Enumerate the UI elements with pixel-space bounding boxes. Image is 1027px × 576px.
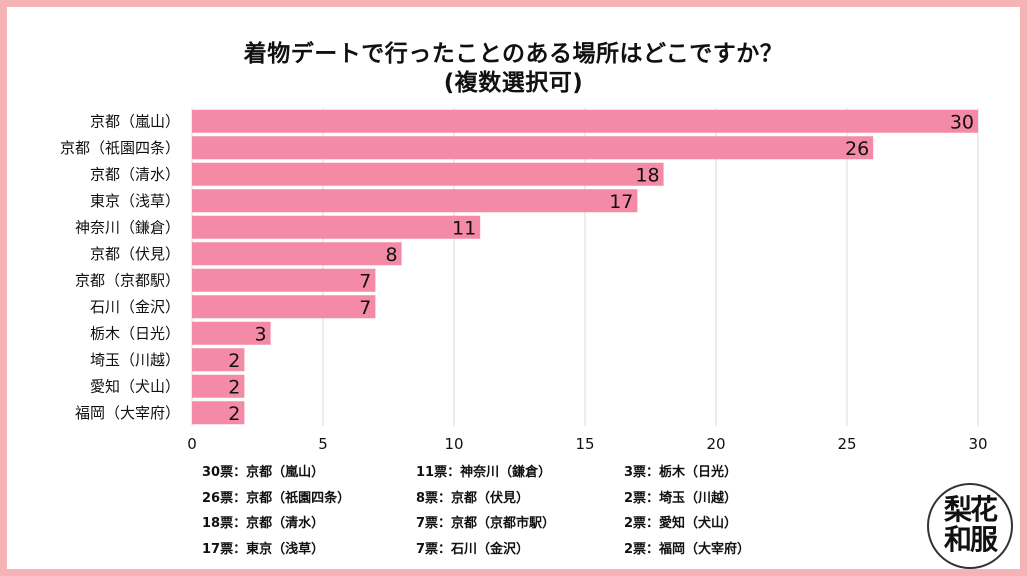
category-label-7: 京都（京都駅）	[75, 271, 180, 289]
value-label-9: 3	[255, 323, 267, 345]
category-label-3: 京都（清水）	[90, 165, 180, 183]
x-tick-label-25: 25	[837, 435, 856, 453]
chart-subtitle: (複数選択可)	[443, 70, 584, 96]
chart-title: 着物デートで行ったことのある場所はどこですか？	[243, 41, 784, 67]
bar-11	[192, 374, 245, 398]
value-label-4: 17	[609, 191, 633, 213]
rikawafuku-logo: 梨花 和服	[927, 483, 1013, 569]
bar-12	[192, 401, 245, 425]
legend-item: 26票：京都（祇園四条）	[202, 490, 351, 506]
legend-column-1: 30票：京都（嵐山） 26票：京都（祇園四条） 18票：京都（清水） 17票：東京（浅…	[202, 461, 350, 563]
x-tick-label-20: 20	[706, 435, 725, 453]
category-label-9: 栃木（日光）	[90, 324, 180, 342]
logo-text-top: 梨花	[943, 493, 998, 526]
value-label-5: 11	[452, 217, 476, 239]
x-tick-label-15: 15	[575, 435, 594, 453]
bar-5	[192, 215, 481, 239]
chart-panel: 着物デートで行ったことのある場所はどこですか？ (複数選択可) 京都（嵐山） 30…	[7, 7, 1020, 569]
x-tick-label-30: 30	[968, 435, 987, 453]
category-label-6: 京都（伏見）	[90, 245, 180, 263]
bar-7	[192, 268, 376, 292]
legend-item: 2票：福岡（大宰府）	[624, 541, 751, 557]
legend-item: 3票：栃木（日光）	[624, 465, 738, 480]
value-label-6: 8	[386, 244, 398, 266]
bar-3	[192, 162, 664, 186]
value-label-1: 30	[950, 111, 974, 133]
bar-10	[192, 348, 245, 372]
x-tick-label-10: 10	[444, 435, 463, 453]
bar-2	[192, 136, 874, 160]
logo-text-bottom: 和服	[943, 523, 998, 556]
value-label-12: 2	[228, 403, 240, 425]
legend-item: 7票：石川（金沢）	[416, 541, 530, 557]
bar-9	[192, 321, 271, 345]
value-label-8: 7	[359, 297, 371, 319]
value-label-2: 26	[845, 138, 869, 160]
value-label-7: 7	[359, 270, 371, 292]
legend-column-3: 3票：栃木（日光） 2票：埼玉（川越） 2票：愛知（犬山） 2票：福岡（大宰府）	[624, 461, 750, 563]
x-tick-label-5: 5	[318, 435, 328, 453]
category-label-12: 福岡（大宰府）	[75, 404, 180, 422]
legend-item: 2票：埼玉（川越）	[624, 490, 738, 506]
vote-legend: 30票：京都（嵐山） 26票：京都（祇園四条） 18票：京都（清水） 17票：東京（浅…	[202, 461, 802, 571]
category-label-10: 埼玉（川越）	[90, 351, 180, 369]
legend-item: 11票：神奈川（鎌倉）	[416, 465, 552, 480]
legend-column-2: 11票：神奈川（鎌倉） 8票：京都（伏見） 7票：京都（京都市駅） 7票：石川（金沢）	[416, 461, 555, 563]
x-tick-label-0: 0	[187, 435, 197, 453]
bar-4	[192, 189, 638, 213]
legend-item: 30票：京都（嵐山）	[202, 465, 325, 480]
bar-8	[192, 295, 376, 319]
legend-item: 18票：京都（清水）	[202, 516, 325, 531]
category-label-11: 愛知（犬山）	[90, 377, 180, 395]
category-label-8: 石川（金沢）	[90, 298, 180, 316]
value-label-10: 2	[228, 350, 240, 372]
legend-item: 2票：愛知（犬山）	[624, 516, 738, 531]
category-label-5: 神奈川（鎌倉）	[75, 218, 180, 236]
value-label-3: 18	[635, 164, 659, 186]
category-label-4: 東京（浅草）	[90, 192, 180, 210]
legend-item: 7票：京都（京都市駅）	[416, 516, 556, 531]
bar-6	[192, 242, 402, 266]
category-label-2: 京都（祇園四条）	[60, 139, 180, 157]
value-label-11: 2	[228, 376, 240, 398]
bar-1	[192, 109, 978, 133]
category-label-1: 京都（嵐山）	[90, 112, 180, 130]
legend-item: 8票：京都（伏見）	[416, 490, 530, 506]
legend-item: 17票：東京（浅草）	[202, 541, 325, 557]
